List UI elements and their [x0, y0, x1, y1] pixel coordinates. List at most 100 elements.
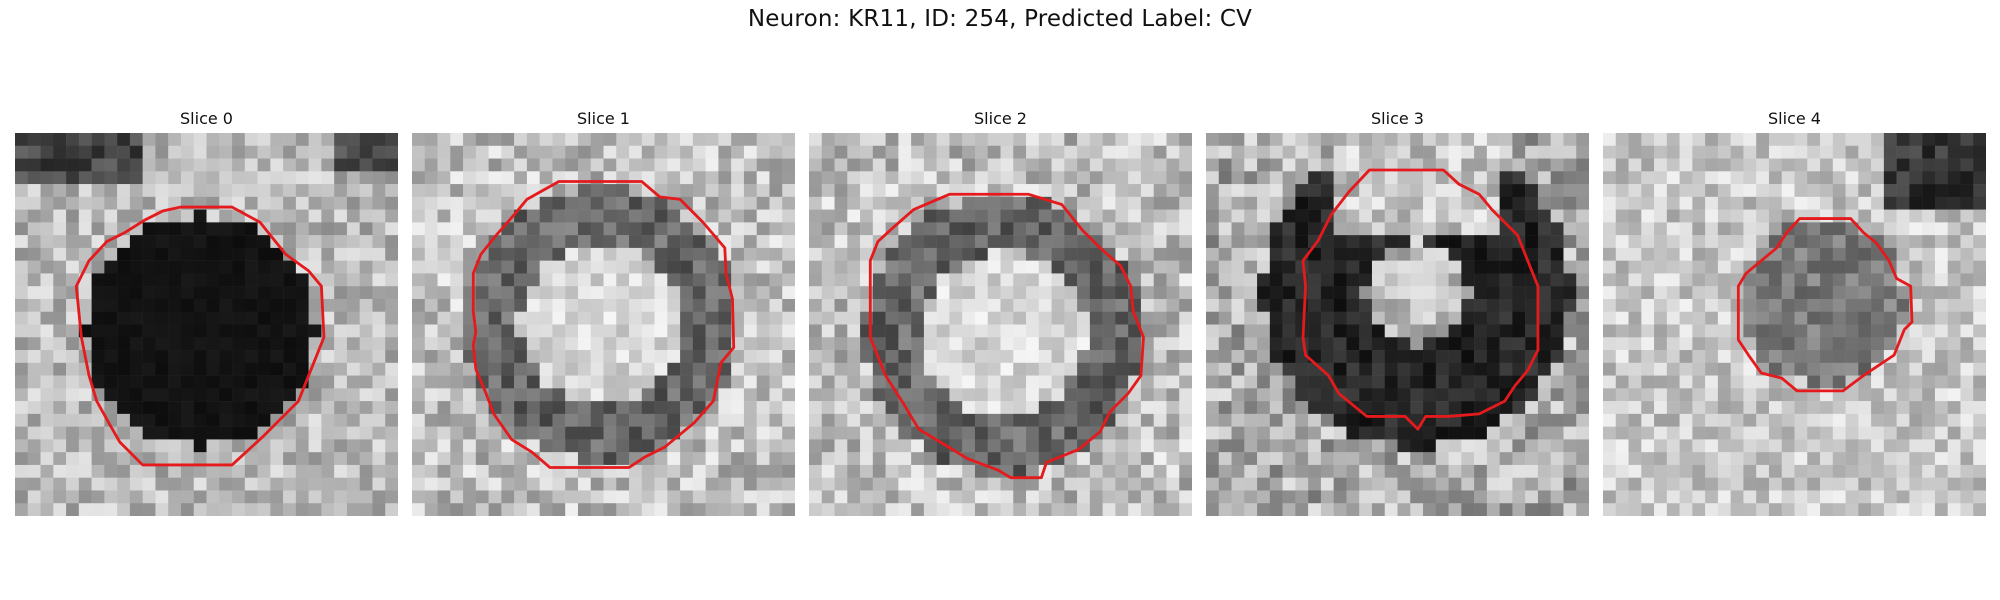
- image-pixel: [66, 337, 80, 351]
- image-pixel: [590, 196, 604, 210]
- image-pixel: [1244, 401, 1258, 415]
- image-pixel: [1448, 311, 1462, 325]
- image-pixel: [809, 413, 823, 427]
- image-pixel: [1013, 439, 1027, 453]
- image-pixel: [987, 133, 1001, 147]
- image-pixel: [66, 477, 80, 491]
- image-pixel: [1756, 196, 1770, 210]
- image-pixel: [1359, 145, 1373, 159]
- image-pixel: [1603, 439, 1617, 453]
- image-pixel: [731, 235, 745, 249]
- image-pixel: [1359, 401, 1373, 415]
- image-pixel: [117, 362, 131, 376]
- image-pixel: [1743, 311, 1757, 325]
- image-pixel: [283, 324, 297, 338]
- image-pixel: [346, 388, 360, 402]
- image-pixel: [629, 337, 643, 351]
- image-pixel: [1397, 184, 1411, 198]
- image-pixel: [1128, 209, 1142, 223]
- image-pixel: [1845, 477, 1859, 491]
- image-pixel: [117, 145, 131, 159]
- image-pixel: [463, 324, 477, 338]
- image-pixel: [1679, 209, 1693, 223]
- image-pixel: [475, 362, 489, 376]
- image-pixel: [257, 464, 271, 478]
- image-pixel: [193, 477, 207, 491]
- image-pixel: [834, 260, 848, 274]
- image-pixel: [1768, 145, 1782, 159]
- image-pixel: [1871, 477, 1885, 491]
- image-pixel: [53, 133, 67, 147]
- image-pixel: [1166, 235, 1180, 249]
- image-pixel: [1064, 388, 1078, 402]
- image-pixel: [334, 464, 348, 478]
- image-pixel: [1257, 452, 1271, 466]
- image-pixel: [412, 298, 426, 312]
- image-pixel: [616, 196, 630, 210]
- image-pixel: [1231, 196, 1245, 210]
- image-pixel: [180, 350, 194, 364]
- image-pixel: [1537, 388, 1551, 402]
- image-pixel: [1333, 260, 1347, 274]
- image-pixel: [168, 490, 182, 504]
- image-pixel: [1153, 452, 1167, 466]
- image-pixel: [1692, 273, 1706, 287]
- image-pixel: [565, 388, 579, 402]
- image-pixel: [193, 464, 207, 478]
- image-pixel: [1947, 413, 1961, 427]
- image-pixel: [1973, 452, 1986, 466]
- image-pixel: [1486, 222, 1500, 236]
- image-pixel: [565, 247, 579, 261]
- image-pixel: [769, 247, 783, 261]
- image-pixel: [1218, 464, 1232, 478]
- image-pixel: [1038, 247, 1052, 261]
- image-pixel: [1537, 273, 1551, 287]
- image-pixel: [1845, 388, 1859, 402]
- image-pixel: [1231, 362, 1245, 376]
- image-pixel: [1269, 298, 1283, 312]
- image-pixel: [1666, 184, 1680, 198]
- image-pixel: [1909, 158, 1923, 172]
- image-pixel: [1013, 196, 1027, 210]
- image-pixel: [372, 222, 386, 236]
- image-pixel: [756, 362, 770, 376]
- image-pixel: [424, 133, 438, 147]
- image-pixel: [1218, 413, 1232, 427]
- image-pixel: [911, 171, 925, 185]
- image-pixel: [1666, 388, 1680, 402]
- image-pixel: [885, 464, 899, 478]
- image-pixel: [142, 286, 156, 300]
- image-pixel: [1794, 273, 1808, 287]
- image-pixel: [769, 324, 783, 338]
- image-pixel: [1257, 209, 1271, 223]
- image-pixel: [539, 196, 553, 210]
- image-pixel: [1576, 158, 1589, 172]
- image-pixel: [872, 324, 886, 338]
- image-pixel: [680, 388, 694, 402]
- slice-image-1: [412, 133, 795, 516]
- image-pixel: [295, 158, 309, 172]
- image-pixel: [1231, 401, 1245, 415]
- image-pixel: [117, 490, 131, 504]
- image-pixel: [539, 413, 553, 427]
- image-pixel: [1922, 324, 1936, 338]
- image-pixel: [1973, 273, 1986, 287]
- image-pixel: [66, 375, 80, 389]
- image-pixel: [692, 477, 706, 491]
- image-pixel: [475, 209, 489, 223]
- image-pixel: [898, 350, 912, 364]
- image-pixel: [475, 171, 489, 185]
- image-pixel: [1576, 337, 1589, 351]
- image-pixel: [1768, 362, 1782, 376]
- image-pixel: [1486, 413, 1500, 427]
- image-pixel: [53, 401, 67, 415]
- image-pixel: [180, 503, 194, 516]
- image-pixel: [641, 362, 655, 376]
- image-pixel: [1896, 247, 1910, 261]
- image-pixel: [334, 452, 348, 466]
- image-pixel: [1525, 171, 1539, 185]
- image-pixel: [514, 171, 528, 185]
- image-pixel: [731, 388, 745, 402]
- image-pixel: [1346, 490, 1360, 504]
- image-pixel: [911, 184, 925, 198]
